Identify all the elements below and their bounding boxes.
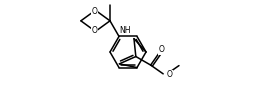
Text: O: O	[166, 70, 172, 79]
Text: NH: NH	[119, 26, 131, 35]
Text: O: O	[159, 45, 164, 54]
Text: O: O	[91, 7, 97, 16]
Text: O: O	[91, 26, 97, 35]
